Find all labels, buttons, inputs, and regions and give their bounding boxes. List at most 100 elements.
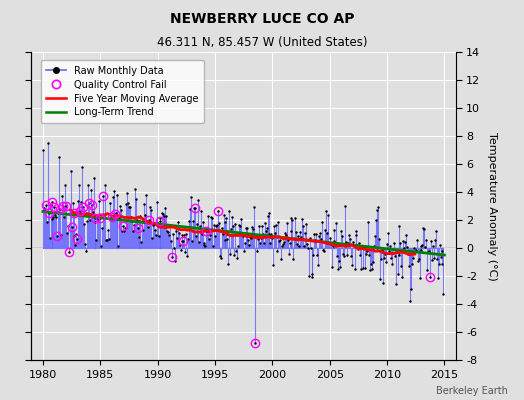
Point: [215, 220, 223, 226]
Point: [151, 232, 160, 238]
Point: [439, 291, 447, 298]
Point: [264, 213, 272, 220]
Point: [351, 232, 359, 239]
Point: [46, 235, 54, 242]
Point: [94, 216, 103, 222]
Point: [294, 233, 302, 240]
Point: [302, 221, 310, 227]
Point: [171, 258, 179, 264]
Point: [405, 263, 413, 269]
Point: [265, 231, 274, 238]
Point: [247, 234, 256, 241]
Point: [174, 230, 183, 236]
Point: [149, 222, 157, 228]
Point: [213, 222, 221, 228]
Point: [261, 228, 270, 234]
Point: [81, 240, 89, 247]
Point: [224, 261, 233, 267]
Point: [126, 204, 134, 210]
Point: [378, 247, 387, 254]
Point: [242, 224, 250, 231]
Point: [357, 266, 365, 272]
Point: [283, 237, 292, 244]
Point: [258, 222, 266, 229]
Point: [216, 255, 225, 262]
Point: [41, 207, 49, 213]
Point: [286, 240, 294, 246]
Point: [313, 252, 321, 258]
Point: [73, 236, 82, 242]
Point: [320, 247, 328, 254]
Point: [147, 207, 155, 213]
Point: [48, 215, 57, 222]
Point: [387, 255, 395, 261]
Point: [394, 271, 402, 277]
Point: [366, 267, 374, 273]
Point: [298, 215, 306, 222]
Point: [297, 234, 305, 241]
Point: [410, 244, 418, 251]
Point: [173, 219, 182, 226]
Point: [372, 216, 380, 223]
Point: [199, 219, 207, 225]
Point: [89, 209, 97, 215]
Point: [184, 236, 192, 242]
Point: [382, 259, 390, 265]
Point: [110, 188, 118, 194]
Point: [416, 275, 424, 281]
Point: [321, 226, 329, 233]
Point: [193, 221, 201, 228]
Point: [212, 223, 220, 230]
Point: [383, 240, 391, 247]
Point: [62, 203, 70, 209]
Point: [377, 256, 386, 262]
Point: [124, 200, 132, 206]
Point: [221, 236, 230, 243]
Point: [47, 198, 56, 205]
Point: [141, 212, 149, 218]
Point: [84, 200, 93, 206]
Point: [356, 252, 365, 258]
Point: [389, 240, 398, 246]
Point: [59, 203, 67, 209]
Point: [270, 223, 278, 230]
Point: [310, 231, 319, 237]
Point: [183, 252, 191, 259]
Point: [375, 236, 384, 242]
Point: [180, 232, 189, 239]
Point: [117, 207, 125, 213]
Point: [369, 242, 378, 249]
Point: [436, 254, 445, 260]
Point: [63, 223, 72, 229]
Point: [228, 214, 236, 221]
Point: [408, 260, 416, 267]
Point: [181, 249, 190, 255]
Point: [295, 243, 303, 249]
Point: [307, 245, 315, 252]
Point: [198, 231, 206, 237]
Point: [386, 243, 394, 250]
Point: [208, 215, 216, 221]
Point: [205, 236, 213, 242]
Point: [98, 225, 106, 231]
Point: [275, 238, 283, 244]
Point: [157, 221, 166, 228]
Point: [398, 273, 407, 280]
Point: [123, 190, 131, 196]
Point: [237, 216, 245, 222]
Point: [280, 230, 289, 236]
Point: [84, 182, 92, 188]
Point: [368, 259, 377, 266]
Point: [266, 240, 275, 247]
Point: [67, 168, 75, 174]
Point: [287, 215, 296, 221]
Point: [336, 263, 344, 270]
Point: [69, 232, 78, 239]
Point: [274, 219, 282, 225]
Point: [355, 240, 364, 247]
Point: [390, 253, 399, 259]
Point: [215, 252, 224, 259]
Point: [190, 205, 198, 211]
Point: [324, 212, 332, 218]
Point: [158, 210, 167, 216]
